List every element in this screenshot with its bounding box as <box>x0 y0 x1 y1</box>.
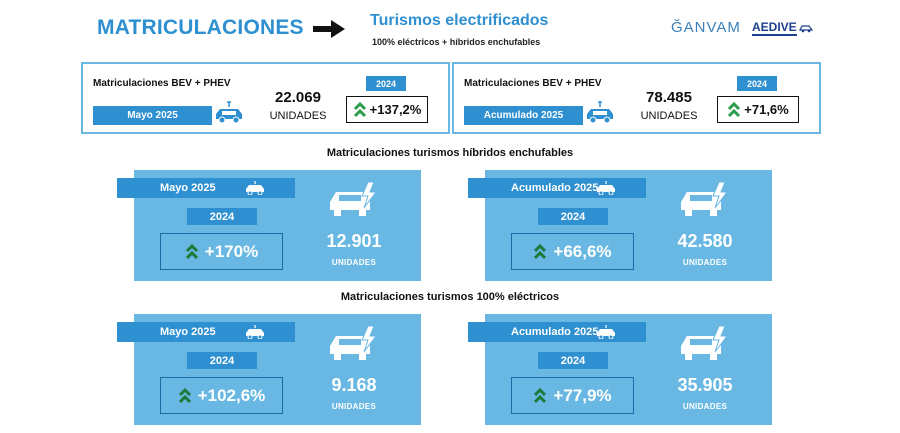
electric-car-icon <box>597 325 615 339</box>
units-value: 42.580 <box>677 231 733 251</box>
period-badge: Acumulado 2025 <box>464 106 583 125</box>
units-label: UNIDADES <box>331 402 377 411</box>
growth-box: +77,9% <box>511 377 634 414</box>
panel-header: Acumulado 2025 <box>468 322 646 342</box>
electric-car-icon <box>246 181 264 195</box>
card-label: Matriculaciones BEV + PHEV <box>464 78 602 89</box>
period-badge: Mayo 2025 <box>93 106 212 125</box>
growth-box: +170% <box>160 233 283 270</box>
growth-box: +102,6% <box>160 377 283 414</box>
aedive-logo: AEDIVE <box>752 20 813 36</box>
right-arrow-icon <box>313 20 345 38</box>
double-chevron-up-icon <box>534 387 547 403</box>
panel-phev-mayo: Mayo 2025 2024 +170% 12.901 UNIDADES <box>117 170 421 281</box>
year-badge: 2024 <box>187 208 257 225</box>
units-value: 9.168 <box>331 375 377 395</box>
year-badge: 2024 <box>187 352 257 369</box>
top-card-acumulado: Matriculaciones BEV + PHEV Acumulado 202… <box>452 62 821 134</box>
electric-car-icon <box>587 101 613 124</box>
electric-car-icon <box>246 325 264 339</box>
double-chevron-up-icon <box>728 101 741 117</box>
units-label: UNIDADES <box>640 110 698 122</box>
panel-bev-acumulado: Acumulado 2025 2024 +77,9% 35.905 UNIDAD… <box>468 314 772 425</box>
growth-value: +66,6% <box>553 241 612 261</box>
section-title-bev: Matriculaciones turismos 100% eléctricos <box>340 291 560 303</box>
growth-value: +137,2% <box>369 102 422 117</box>
electric-car-icon <box>681 181 728 216</box>
aedive-logo-text: AEDIVE <box>752 20 797 36</box>
units-label: UNIDADES <box>682 258 728 267</box>
double-chevron-up-icon <box>185 243 198 259</box>
electric-car-icon <box>330 181 377 216</box>
double-chevron-up-icon <box>178 387 191 403</box>
units-label: UNIDADES <box>269 110 327 122</box>
growth-box: +66,6% <box>511 233 634 270</box>
year-badge: 2024 <box>737 76 777 91</box>
period-label: Mayo 2025 <box>160 182 216 194</box>
units-value: 35.905 <box>677 375 733 395</box>
growth-value: +71,6% <box>744 102 789 117</box>
total-value: 78.485 <box>646 89 692 106</box>
growth-value: +102,6% <box>197 385 266 405</box>
panel-header: Acumulado 2025 <box>468 178 646 198</box>
top-card-mayo: Matriculaciones BEV + PHEV Mayo 2025 22.… <box>81 62 450 134</box>
panel-phev-acumulado: Acumulado 2025 2024 +66,6% 42.580 UNIDAD… <box>468 170 772 281</box>
card-label: Matriculaciones BEV + PHEV <box>93 78 231 89</box>
period-label: Acumulado 2025 <box>511 182 599 194</box>
double-chevron-up-icon <box>353 101 366 117</box>
units-value: 12.901 <box>326 231 382 251</box>
subtitle-detail: 100% eléctricos + híbridos enchufables <box>372 37 541 47</box>
growth-value: +170% <box>204 241 259 261</box>
growth-value: +77,9% <box>553 385 612 405</box>
electric-car-icon <box>681 325 728 360</box>
subtitle: Turismos electrificados <box>370 12 549 29</box>
electric-car-icon <box>597 181 615 195</box>
electric-car-icon <box>216 101 242 124</box>
period-label: Acumulado 2025 <box>511 326 599 338</box>
year-badge: 2024 <box>538 208 608 225</box>
period-label: Mayo 2025 <box>160 326 216 338</box>
panel-header: Mayo 2025 <box>117 322 295 342</box>
section-title-phev: Matriculaciones turismos híbridos enchuf… <box>326 147 574 159</box>
units-label: UNIDADES <box>682 402 728 411</box>
units-label: UNIDADES <box>331 258 377 267</box>
year-badge: 2024 <box>366 76 406 91</box>
electric-car-icon <box>330 325 377 360</box>
ganvam-logo: ĞANVAM <box>671 19 741 36</box>
panel-header: Mayo 2025 <box>117 178 295 198</box>
growth-box: +71,6% <box>717 96 799 123</box>
year-badge: 2024 <box>538 352 608 369</box>
total-value: 22.069 <box>275 89 321 106</box>
page-title: MATRICULACIONES <box>97 16 304 39</box>
growth-box: +137,2% <box>346 96 428 123</box>
double-chevron-up-icon <box>534 243 547 259</box>
aedive-car-icon <box>798 25 813 33</box>
panel-bev-mayo: Mayo 2025 2024 +102,6% 9.168 UNIDADES <box>117 314 421 425</box>
